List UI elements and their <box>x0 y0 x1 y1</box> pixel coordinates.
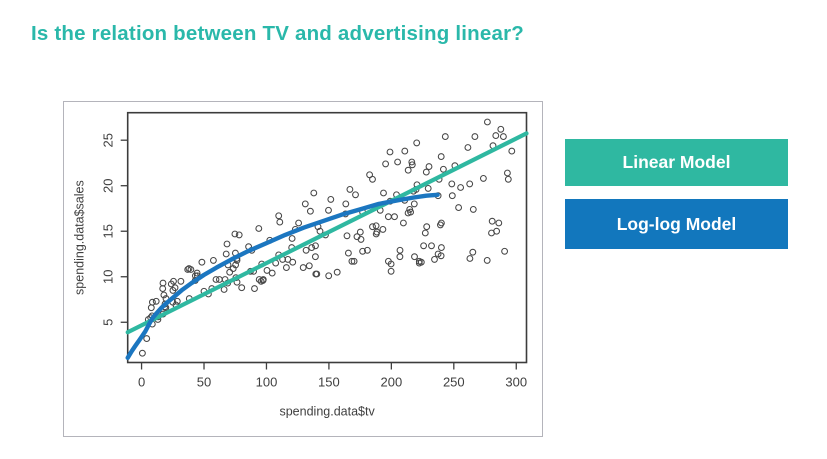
svg-text:5: 5 <box>101 319 116 326</box>
y-axis-label: spending.data$sales <box>73 180 87 295</box>
linear-model-button[interactable]: Linear Model <box>565 139 788 186</box>
log-log-model-line <box>125 192 440 361</box>
svg-text:150: 150 <box>318 375 340 390</box>
linear-model-line <box>125 131 529 335</box>
scatter-points <box>138 118 516 357</box>
page-title: Is the relation between TV and advertisi… <box>31 22 525 45</box>
svg-text:200: 200 <box>381 375 403 390</box>
x-axis-label: spending.data$tv <box>279 405 375 419</box>
scatter-plot-panel: 0 50 100 150 200 250 300 5 10 15 20 25 spending.data… <box>63 101 543 437</box>
svg-text:20: 20 <box>101 178 116 192</box>
svg-text:0: 0 <box>138 375 145 390</box>
svg-text:100: 100 <box>256 375 278 390</box>
svg-text:25: 25 <box>101 133 116 147</box>
loglog-model-button[interactable]: Log-log Model <box>565 199 788 249</box>
svg-text:15: 15 <box>101 224 116 238</box>
scatter-plot: 0 50 100 150 200 250 300 5 10 15 20 25 spending.data… <box>73 111 529 419</box>
svg-text:10: 10 <box>101 270 116 284</box>
svg-text:250: 250 <box>443 375 465 390</box>
svg-text:50: 50 <box>197 375 211 390</box>
svg-text:300: 300 <box>505 375 527 390</box>
